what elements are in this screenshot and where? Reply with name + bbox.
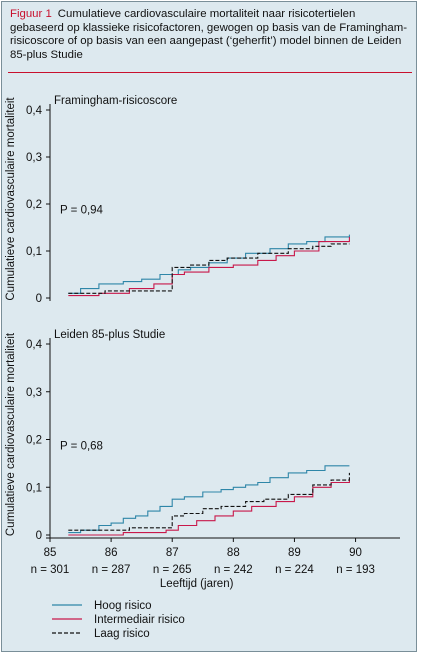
y-tick-label: 0 <box>36 293 42 305</box>
legend-label: Intermediair risico <box>94 614 185 626</box>
y-tick-label: 0,2 <box>26 199 42 211</box>
n-at-risk-label: n = 301 <box>31 564 70 576</box>
p-value-annotation: P = 0,68 <box>60 440 103 452</box>
x-tick-label: 89 <box>288 547 301 559</box>
y-tick-label: 0 <box>36 530 42 542</box>
y-axis-label: Cumulatieve cardiovasculaire mortaliteit <box>5 97 17 301</box>
y-tick-label: 0,2 <box>26 435 42 447</box>
n-at-risk-label: n = 193 <box>336 564 375 576</box>
p-value-annotation: P = 0,94 <box>60 205 104 217</box>
y-tick-label: 0,3 <box>26 387 42 399</box>
series-line-hoog-risico <box>68 465 350 534</box>
y-tick-label: 0,1 <box>26 246 42 258</box>
y-tick-label: 0,1 <box>26 482 42 494</box>
figure-label: Figuur 1 <box>10 8 52 20</box>
x-tick-label: 90 <box>349 547 362 559</box>
n-at-risk-label: n = 224 <box>275 564 314 576</box>
y-axis-label: Cumulatieve cardiovasculaire mortaliteit <box>5 332 17 536</box>
x-axis-label: Leeftijd (jaren) <box>160 578 234 590</box>
n-at-risk-label: n = 287 <box>92 564 131 576</box>
x-tick-label: 88 <box>227 547 240 559</box>
legend-label: Hoog risico <box>94 600 152 612</box>
n-at-risk-label: n = 265 <box>153 564 192 576</box>
y-tick-label: 0,4 <box>26 105 43 117</box>
series-line-laag-risico <box>68 472 350 531</box>
panel-title: Leiden 85-plus Studie <box>54 329 165 341</box>
n-at-risk-label: n = 242 <box>214 564 253 576</box>
figure-caption: Figuur 1 Cumulatieve cardiovasculaire mor… <box>10 8 412 62</box>
y-tick-label: 0,4 <box>26 339 43 351</box>
series-line-intermediair-risico <box>68 236 350 297</box>
series-line-intermediair-risico <box>68 480 350 536</box>
figure-caption-text: Cumulatieve cardiovasculaire mortaliteit… <box>10 8 407 61</box>
x-tick-label: 87 <box>166 547 179 559</box>
series-line-hoog-risico <box>68 234 350 294</box>
panel-title: Framingham-risicoscore <box>54 95 177 107</box>
caption-divider <box>8 72 412 73</box>
y-tick-label: 0,3 <box>26 152 42 164</box>
legend-label: Laag risico <box>94 628 150 640</box>
x-tick-label: 86 <box>105 547 118 559</box>
series-line-laag-risico <box>68 243 350 294</box>
figure-frame: Figuur 1 Cumulatieve cardiovasculaire mor… <box>1 1 417 652</box>
x-tick-label: 85 <box>44 547 57 559</box>
